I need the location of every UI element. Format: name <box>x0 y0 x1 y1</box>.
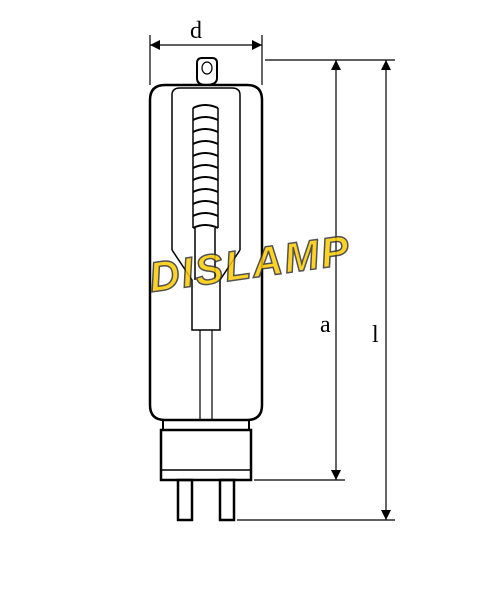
technical-diagram: d a l <box>0 0 500 600</box>
lamp-base <box>161 420 251 520</box>
label-l: l <box>368 320 383 351</box>
inner-structure <box>172 88 240 420</box>
bulb-outline <box>150 58 262 420</box>
label-d: d <box>190 18 202 45</box>
label-a: a <box>316 310 335 341</box>
dimension-a <box>254 60 345 480</box>
dimension-l <box>237 60 395 520</box>
lamp-svg <box>0 0 500 600</box>
dimension-d <box>150 35 262 85</box>
